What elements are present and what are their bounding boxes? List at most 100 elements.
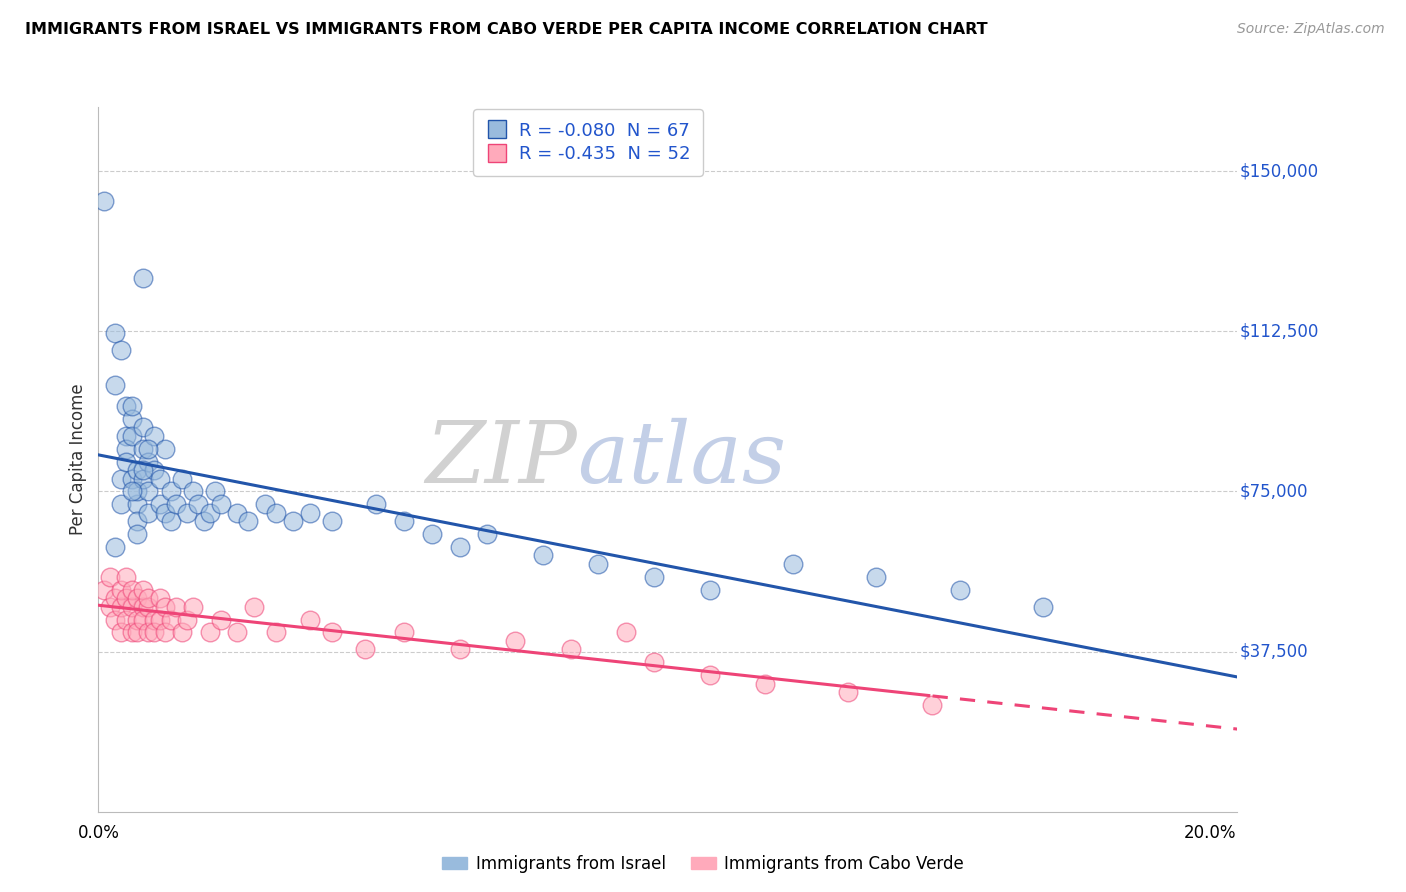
Point xyxy=(104,613,127,627)
Point xyxy=(93,582,115,597)
Text: $150,000: $150,000 xyxy=(1240,162,1319,180)
Point xyxy=(153,442,176,456)
Point xyxy=(132,420,155,434)
Point xyxy=(138,442,160,456)
Point xyxy=(127,625,149,640)
Point xyxy=(104,377,127,392)
Point xyxy=(121,472,143,486)
Text: IMMIGRANTS FROM ISRAEL VS IMMIGRANTS FROM CABO VERDE PER CAPITA INCOME CORRELATI: IMMIGRANTS FROM ISRAEL VS IMMIGRANTS FRO… xyxy=(25,22,988,37)
Point xyxy=(392,625,415,640)
Point xyxy=(298,506,321,520)
Point xyxy=(165,497,187,511)
Point xyxy=(143,625,166,640)
Point xyxy=(121,484,143,499)
Point xyxy=(181,484,204,499)
Point xyxy=(127,613,149,627)
Point xyxy=(121,412,143,426)
Point xyxy=(782,557,804,571)
Point xyxy=(165,599,187,614)
Point xyxy=(321,514,343,528)
Point xyxy=(127,591,149,606)
Point xyxy=(138,506,160,520)
Point xyxy=(143,463,166,477)
Legend: R = -0.080  N = 67, R = -0.435  N = 52: R = -0.080 N = 67, R = -0.435 N = 52 xyxy=(474,109,703,176)
Point xyxy=(420,527,443,541)
Point xyxy=(921,698,943,712)
Point xyxy=(560,642,582,657)
Text: $75,000: $75,000 xyxy=(1240,483,1308,500)
Point xyxy=(198,506,221,520)
Point xyxy=(121,625,143,640)
Point xyxy=(209,497,232,511)
Point xyxy=(132,463,155,477)
Point xyxy=(148,591,170,606)
Point xyxy=(198,625,221,640)
Point xyxy=(110,472,132,486)
Point xyxy=(588,557,610,571)
Text: atlas: atlas xyxy=(576,418,786,500)
Point xyxy=(1032,599,1054,614)
Text: $112,500: $112,500 xyxy=(1240,322,1319,340)
Point xyxy=(121,599,143,614)
Point xyxy=(132,442,155,456)
Point xyxy=(138,625,160,640)
Point xyxy=(354,642,377,657)
Point xyxy=(132,271,155,285)
Point xyxy=(115,429,138,443)
Point xyxy=(127,497,149,511)
Point xyxy=(643,570,665,584)
Point xyxy=(204,484,226,499)
Point xyxy=(115,570,138,584)
Point xyxy=(148,497,170,511)
Point xyxy=(93,194,115,208)
Point xyxy=(243,599,266,614)
Point xyxy=(503,633,526,648)
Point xyxy=(127,514,149,528)
Point xyxy=(209,613,232,627)
Point xyxy=(138,599,160,614)
Point xyxy=(226,506,249,520)
Point xyxy=(159,514,181,528)
Text: ZIP: ZIP xyxy=(425,418,576,500)
Point xyxy=(449,540,471,554)
Point xyxy=(264,625,287,640)
Point xyxy=(115,613,138,627)
Point xyxy=(115,442,138,456)
Point xyxy=(187,497,209,511)
Point xyxy=(176,613,198,627)
Point xyxy=(110,582,132,597)
Point xyxy=(110,497,132,511)
Point xyxy=(181,599,204,614)
Point xyxy=(121,399,143,413)
Point xyxy=(531,549,554,563)
Point xyxy=(321,625,343,640)
Point xyxy=(138,484,160,499)
Point xyxy=(138,591,160,606)
Y-axis label: Per Capita Income: Per Capita Income xyxy=(69,384,87,535)
Point xyxy=(153,625,176,640)
Point xyxy=(699,668,721,682)
Point xyxy=(132,599,155,614)
Point xyxy=(104,326,127,341)
Point xyxy=(115,591,138,606)
Point xyxy=(176,506,198,520)
Point xyxy=(121,429,143,443)
Legend: Immigrants from Israel, Immigrants from Cabo Verde: Immigrants from Israel, Immigrants from … xyxy=(436,848,970,880)
Point xyxy=(699,582,721,597)
Point xyxy=(143,429,166,443)
Point xyxy=(449,642,471,657)
Point xyxy=(948,582,970,597)
Point xyxy=(170,472,193,486)
Point xyxy=(121,582,143,597)
Point xyxy=(110,343,132,358)
Point xyxy=(148,472,170,486)
Point xyxy=(366,497,388,511)
Point xyxy=(127,484,149,499)
Point xyxy=(226,625,249,640)
Text: $37,500: $37,500 xyxy=(1240,642,1308,661)
Point xyxy=(614,625,637,640)
Point xyxy=(865,570,887,584)
Point xyxy=(754,676,776,690)
Point xyxy=(127,527,149,541)
Point xyxy=(132,472,155,486)
